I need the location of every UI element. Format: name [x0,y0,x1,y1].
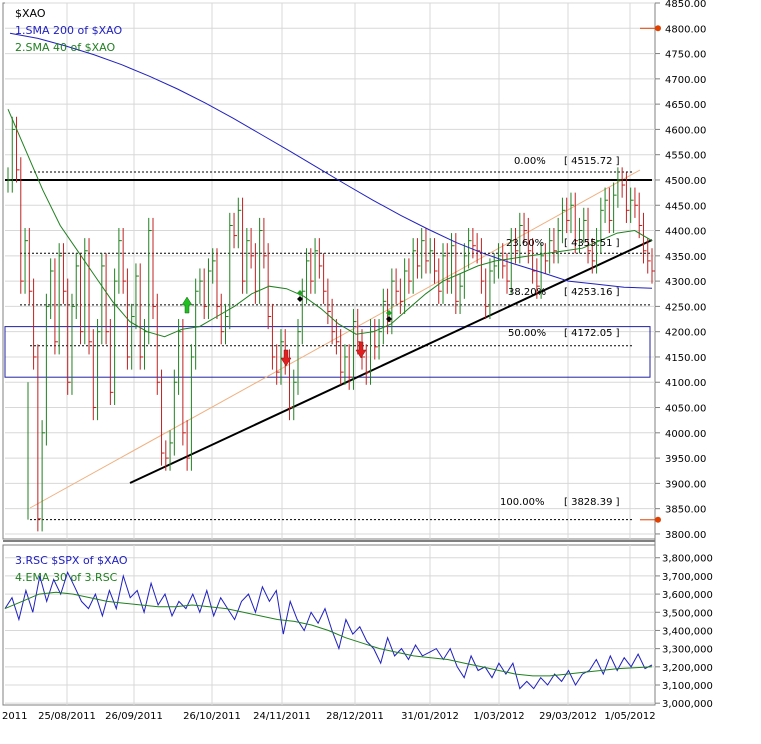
x-tick-label: 1/05/2012 [604,711,655,722]
y-tick-label: 4650.00 [665,100,706,111]
y-tick-label: 3950.00 [665,454,706,465]
y-tick-label: 3,200,000 [662,663,713,674]
y-tick-label: 3,500,000 [662,608,713,619]
y-tick-label: 4050.00 [665,404,706,415]
legend-rsc: 3.RSC $SPX of $XAO [15,554,128,567]
rsc-line [4,570,653,690]
chart-title: $XAO [15,7,46,20]
price-panel-frame [2,2,656,540]
rsc-y-axis: 3,000,000 3,100,000 3,200,000 3,300,000 3,40… [655,554,713,710]
y-tick-label: 3900.00 [665,479,706,490]
horizontal-lines [5,171,652,521]
y-tick-label: 4200.00 [665,328,706,339]
up-arrow-icon [181,296,193,314]
x-tick-label: 1/03/2012 [473,711,524,722]
x-tick-label: 24/11/2011 [253,711,311,722]
x-axis: 2011 25/08/2011 26/09/2011 26/10/2011 24/11/… [2,711,656,722]
x-tick-label: 31/01/2012 [401,711,459,722]
price-grid [5,2,655,535]
fib-value-label: [ 4253.16 ] [564,287,620,298]
fibonacci-labels: 0.00% [ 4515.72 ] 23.60% [ 4355.51 ] 38.… [500,156,620,508]
y-tick-label: 4700.00 [665,75,706,86]
y-tick-label: 4100.00 [665,378,706,389]
y-tick-label: 4550.00 [665,151,706,162]
rsc-panel-frame [2,544,656,706]
y-tick-label: 3850.00 [665,505,706,516]
x-tick-label: 26/10/2011 [183,711,241,722]
price-y-axis: 3800.00 3850.00 3900.00 3950.00 4000.00 4050.… [655,0,706,541]
diamond-icon [297,290,303,296]
diamond-icon [297,296,303,302]
rsc-grid [5,557,655,704]
y-tick-label: 3,700,000 [662,572,713,583]
price-series [7,116,655,532]
legend-sma200: 1.SMA 200 of $XAO [15,24,122,37]
fib-pct-label: 38.20% [508,287,546,298]
fib-value-label: [ 4515.72 ] [564,156,620,167]
y-tick-label: 3,000,000 [662,699,713,710]
legend-sma40: 2.SMA 40 of $XAO [15,41,115,54]
y-tick-label: 4250.00 [665,302,706,313]
sma200-line [9,32,653,289]
down-arrow-icon [355,341,367,359]
ema30-line [4,591,653,677]
x-tick-label: 25/08/2011 [38,711,96,722]
marker-dot-icon [655,25,661,32]
diamond-icon [386,310,392,316]
y-tick-label: 4350.00 [665,252,706,263]
marker-dot-icon [655,516,661,523]
x-tick-label: 26/09/2011 [105,711,163,722]
y-tick-label: 4400.00 [665,227,706,238]
trend-channel-line [29,169,641,509]
y-tick-label: 3,300,000 [662,645,713,656]
fib-pct-label: 0.00% [514,156,546,167]
y-tick-label: 4850.00 [665,0,706,10]
fib-value-label: [ 4172.05 ] [564,328,620,339]
signal-arrows [181,290,392,367]
x-tick-label: 29/03/2012 [539,711,597,722]
x-grid [66,3,631,705]
y-tick-label: 4300.00 [665,277,706,288]
diamond-icon [386,316,392,322]
down-arrow-icon [280,349,292,367]
y-tick-label: 4750.00 [665,50,706,61]
fib-box [4,326,651,378]
y-tick-label: 3,800,000 [662,554,713,565]
fib-pct-label: 50.00% [508,328,546,339]
range-box [4,326,651,378]
sma40-line [7,109,653,338]
y-tick-label: 3,100,000 [662,681,713,692]
y-tick-label: 3,400,000 [662,626,713,637]
x-tick-label: 28/12/2011 [326,711,384,722]
y-tick-label: 4150.00 [665,353,706,364]
x-tick-label: 2011 [2,711,27,722]
fib-value-label: [ 3828.39 ] [564,497,620,508]
fib-pct-label: 100.00% [500,497,545,508]
y-tick-label: 4450.00 [665,201,706,212]
y-tick-label: 3,600,000 [662,590,713,601]
fib-pct-label: 23.60% [506,238,544,249]
y-tick-label: 3800.00 [665,530,706,541]
y-tick-label: 4800.00 [665,24,706,35]
y-tick-label: 4600.00 [665,125,706,136]
fib-value-label: [ 4355.51 ] [564,238,620,249]
price-markers [640,25,661,523]
y-tick-label: 4500.00 [665,176,706,187]
y-tick-label: 4000.00 [665,429,706,440]
